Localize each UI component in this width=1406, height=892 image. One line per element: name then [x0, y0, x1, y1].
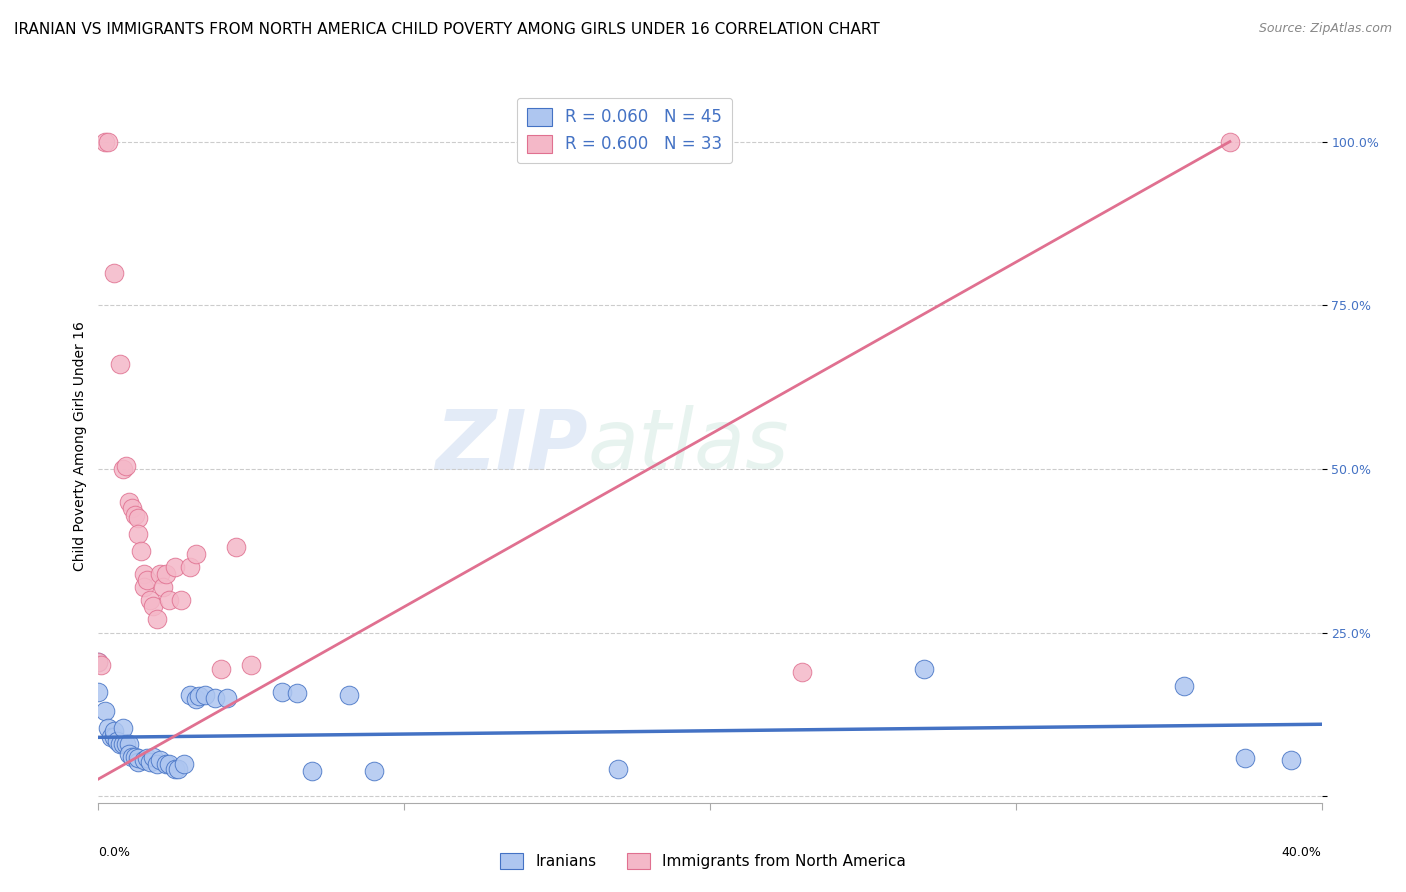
Point: [139, 755, 162, 769]
Point: [173, 756, 195, 771]
Point: [108, 357, 131, 371]
Point: [1234, 751, 1257, 765]
Point: [115, 737, 138, 751]
Point: [97, 721, 120, 735]
Point: [124, 508, 146, 522]
Text: atlas: atlas: [588, 406, 789, 486]
Point: [124, 750, 146, 764]
Point: [301, 764, 323, 779]
Text: ZIP: ZIP: [434, 406, 588, 486]
Point: [155, 756, 177, 771]
Point: [118, 737, 141, 751]
Point: [167, 762, 190, 776]
Legend: Iranians, Immigrants from North America: Iranians, Immigrants from North America: [494, 847, 912, 875]
Point: [215, 691, 238, 706]
Point: [194, 688, 217, 702]
Point: [145, 756, 167, 771]
Point: [142, 750, 165, 764]
Point: [111, 737, 134, 751]
Point: [134, 566, 156, 581]
Point: [149, 566, 172, 581]
Point: [118, 747, 141, 761]
Point: [127, 511, 149, 525]
Point: [118, 494, 141, 508]
Point: [121, 750, 143, 764]
Point: [108, 737, 131, 751]
Point: [186, 692, 208, 706]
Point: [139, 592, 162, 607]
Point: [134, 753, 156, 767]
Legend: R = 0.060   N = 45, R = 0.600   N = 33: R = 0.060 N = 45, R = 0.600 N = 33: [516, 97, 733, 163]
Point: [157, 592, 180, 607]
Point: [209, 662, 232, 676]
Text: 40.0%: 40.0%: [1282, 846, 1322, 859]
Point: [225, 541, 247, 555]
Text: IRANIAN VS IMMIGRANTS FROM NORTH AMERICA CHILD POVERTY AMONG GIRLS UNDER 16 CORR: IRANIAN VS IMMIGRANTS FROM NORTH AMERICA…: [14, 22, 880, 37]
Point: [170, 592, 193, 607]
Point: [103, 266, 125, 280]
Point: [90, 658, 112, 673]
Point: [145, 612, 167, 626]
Point: [285, 686, 308, 700]
Point: [1219, 135, 1241, 149]
Point: [105, 733, 128, 747]
Point: [97, 135, 120, 149]
Point: [1279, 753, 1302, 767]
Point: [129, 543, 152, 558]
Point: [152, 580, 174, 594]
Point: [121, 501, 143, 516]
Point: [136, 573, 159, 587]
Point: [100, 731, 122, 745]
Point: [87, 684, 110, 698]
Point: [270, 684, 292, 698]
Point: [240, 658, 263, 673]
Point: [127, 751, 149, 765]
Point: [912, 662, 935, 676]
Text: 0.0%: 0.0%: [98, 846, 131, 859]
Point: [1173, 679, 1195, 693]
Point: [204, 691, 226, 706]
Point: [93, 704, 115, 718]
Point: [127, 527, 149, 541]
Point: [103, 731, 125, 745]
Point: [127, 755, 149, 769]
Point: [134, 580, 156, 594]
Point: [111, 462, 134, 476]
Point: [179, 560, 201, 574]
Point: [363, 764, 385, 779]
Point: [163, 762, 186, 776]
Y-axis label: Child Poverty Among Girls Under 16: Child Poverty Among Girls Under 16: [73, 321, 87, 571]
Point: [163, 560, 186, 574]
Point: [607, 762, 630, 776]
Point: [188, 689, 211, 703]
Point: [87, 655, 110, 669]
Point: [115, 458, 138, 473]
Point: [155, 566, 177, 581]
Point: [179, 688, 201, 702]
Point: [111, 721, 134, 735]
Point: [337, 688, 360, 702]
Point: [136, 751, 159, 765]
Point: [142, 599, 165, 614]
Point: [186, 547, 208, 561]
Point: [157, 756, 180, 771]
Point: [149, 753, 172, 767]
Text: Source: ZipAtlas.com: Source: ZipAtlas.com: [1258, 22, 1392, 36]
Point: [93, 135, 115, 149]
Point: [87, 655, 110, 669]
Point: [790, 665, 813, 679]
Point: [103, 723, 125, 738]
